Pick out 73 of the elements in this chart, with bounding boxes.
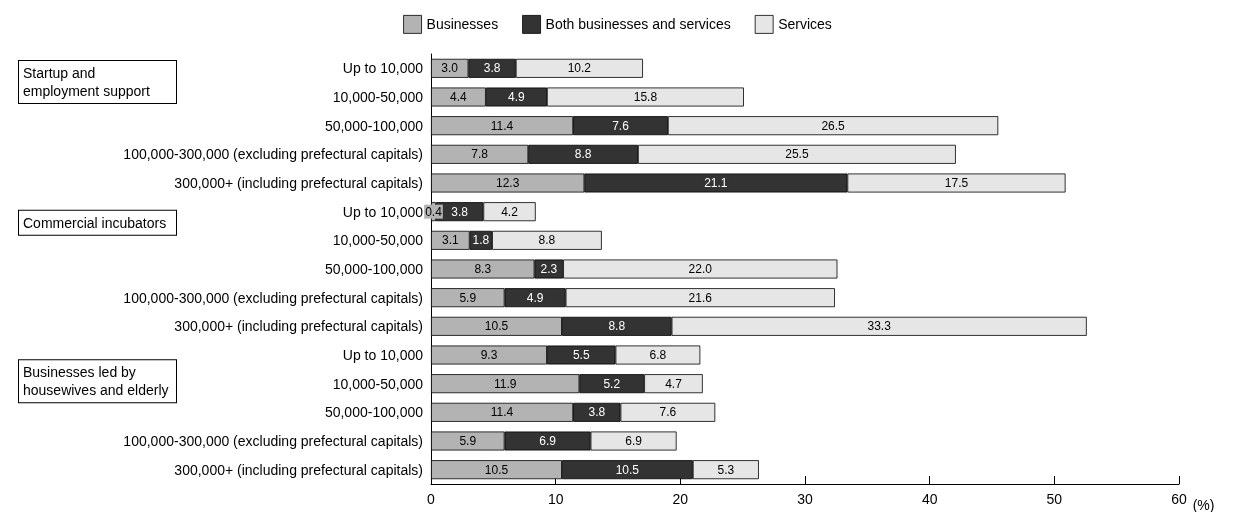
y-tick-label: 100,000-300,000 (excluding prefectural capitals) bbox=[123, 289, 423, 306]
data-label: 7.8 bbox=[471, 147, 489, 162]
data-label: 10.2 bbox=[567, 61, 592, 76]
data-label: 5.9 bbox=[459, 290, 477, 305]
data-label: 11.9 bbox=[493, 376, 517, 391]
data-label: 3.1 bbox=[441, 233, 459, 248]
x-tick-label: 30 bbox=[797, 491, 813, 507]
data-label: 33.3 bbox=[867, 319, 892, 334]
data-label: 9.3 bbox=[480, 348, 498, 362]
x-tick-label: 0 bbox=[427, 491, 436, 507]
data-label: 5.9 bbox=[459, 434, 477, 448]
y-tick-label: 300,000+ (including prefectural capitals) bbox=[174, 175, 423, 191]
data-label: 4.7 bbox=[665, 376, 683, 391]
data-label: 8.8 bbox=[608, 319, 626, 334]
y-tick-label: 10,000-50,000 bbox=[332, 232, 424, 249]
data-label: 5.3 bbox=[717, 462, 735, 477]
y-tick-label: 100,000-300,000 (excluding prefectural capitals) bbox=[123, 146, 423, 163]
text: Commercial incubators bbox=[23, 214, 167, 231]
data-label: 3.0 bbox=[441, 61, 459, 76]
legend-label: Services bbox=[778, 16, 832, 33]
data-label: 26.5 bbox=[821, 118, 846, 133]
data-label: 4.4 bbox=[450, 90, 468, 104]
data-label: 21.1 bbox=[704, 176, 728, 190]
data-label: 8.3 bbox=[474, 262, 492, 276]
x-tick-label: 50 bbox=[1046, 491, 1063, 507]
y-tick-label: 50,000-100,000 bbox=[324, 117, 424, 134]
data-label: 3.8 bbox=[451, 204, 469, 219]
y-tick-label: 50,000-100,000 bbox=[324, 261, 424, 277]
text: Startup and employment support bbox=[23, 65, 150, 99]
data-label: 6.9 bbox=[625, 434, 643, 448]
data-label: 10.5 bbox=[615, 462, 640, 477]
y-tick-label: Up to 10,000 bbox=[342, 60, 424, 77]
data-label: 10.5 bbox=[484, 319, 509, 334]
data-label: 5.2 bbox=[603, 376, 621, 391]
data-label: 21.6 bbox=[688, 290, 713, 305]
data-label: 6.9 bbox=[539, 434, 557, 448]
y-tick-label: Up to 10,000 bbox=[342, 347, 424, 363]
data-label: 7.6 bbox=[659, 405, 677, 420]
x-tick-label: 10 bbox=[547, 491, 564, 507]
data-label: 11.4 bbox=[490, 405, 514, 420]
data-label: 3.8 bbox=[588, 405, 606, 420]
y-tick-label: 50,000-100,000 bbox=[324, 404, 424, 421]
data-label: 6.8 bbox=[649, 348, 667, 362]
data-label: 15.8 bbox=[633, 90, 658, 104]
data-label: 1.8 bbox=[472, 233, 490, 248]
x-tick-label: 60 bbox=[1171, 491, 1187, 507]
data-label: 12.3 bbox=[495, 176, 520, 190]
y-tick-label: 300,000+ (including prefectural capitals) bbox=[174, 318, 423, 335]
data-label: 10.5 bbox=[484, 462, 509, 477]
legend-label: Businesses bbox=[426, 16, 499, 33]
x-tick-label: 40 bbox=[921, 491, 938, 507]
data-label: 3.8 bbox=[483, 61, 501, 76]
y-tick-label: 10,000-50,000 bbox=[332, 89, 424, 105]
legend-label: Both businesses and services bbox=[545, 16, 731, 33]
data-label: 8.8 bbox=[574, 147, 592, 162]
data-label: 8.8 bbox=[538, 233, 556, 248]
y-tick-label: Up to 10,000 bbox=[342, 203, 424, 220]
data-label: 4.9 bbox=[508, 90, 526, 104]
y-tick-label: 100,000-300,000 (excluding prefectural capitals) bbox=[123, 433, 423, 449]
y-tick-label: 10,000-50,000 bbox=[332, 375, 424, 392]
data-label: 25.5 bbox=[785, 147, 809, 162]
data-label: 5.5 bbox=[572, 348, 590, 362]
data-label: 22.0 bbox=[688, 262, 713, 276]
text: Businesses led by housewives and elderly bbox=[23, 364, 169, 399]
data-label: 17.5 bbox=[944, 176, 969, 190]
x-tick-label: 20 bbox=[672, 491, 689, 507]
x-axis-title: (%) bbox=[1192, 497, 1215, 513]
data-label: 2.3 bbox=[540, 262, 558, 276]
y-tick-label: 300,000+ (including prefectural capitals) bbox=[174, 461, 423, 478]
data-label: 7.6 bbox=[612, 118, 630, 133]
data-label: 11.4 bbox=[490, 118, 514, 133]
data-label: 4.2 bbox=[501, 204, 519, 219]
data-label: 4.9 bbox=[526, 290, 544, 305]
